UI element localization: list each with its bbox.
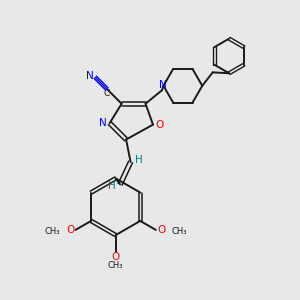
- Text: C: C: [103, 89, 110, 98]
- Text: N: N: [86, 71, 94, 81]
- Text: O: O: [66, 225, 74, 235]
- Text: O: O: [155, 120, 164, 130]
- Text: O: O: [157, 225, 165, 235]
- Text: O: O: [112, 253, 120, 262]
- Text: H: H: [108, 181, 116, 191]
- Text: CH₃: CH₃: [44, 227, 60, 236]
- Text: N: N: [159, 80, 167, 90]
- Text: CH₃: CH₃: [171, 227, 187, 236]
- Text: CH₃: CH₃: [108, 261, 123, 270]
- Text: N: N: [99, 118, 107, 128]
- Text: H: H: [135, 155, 143, 166]
